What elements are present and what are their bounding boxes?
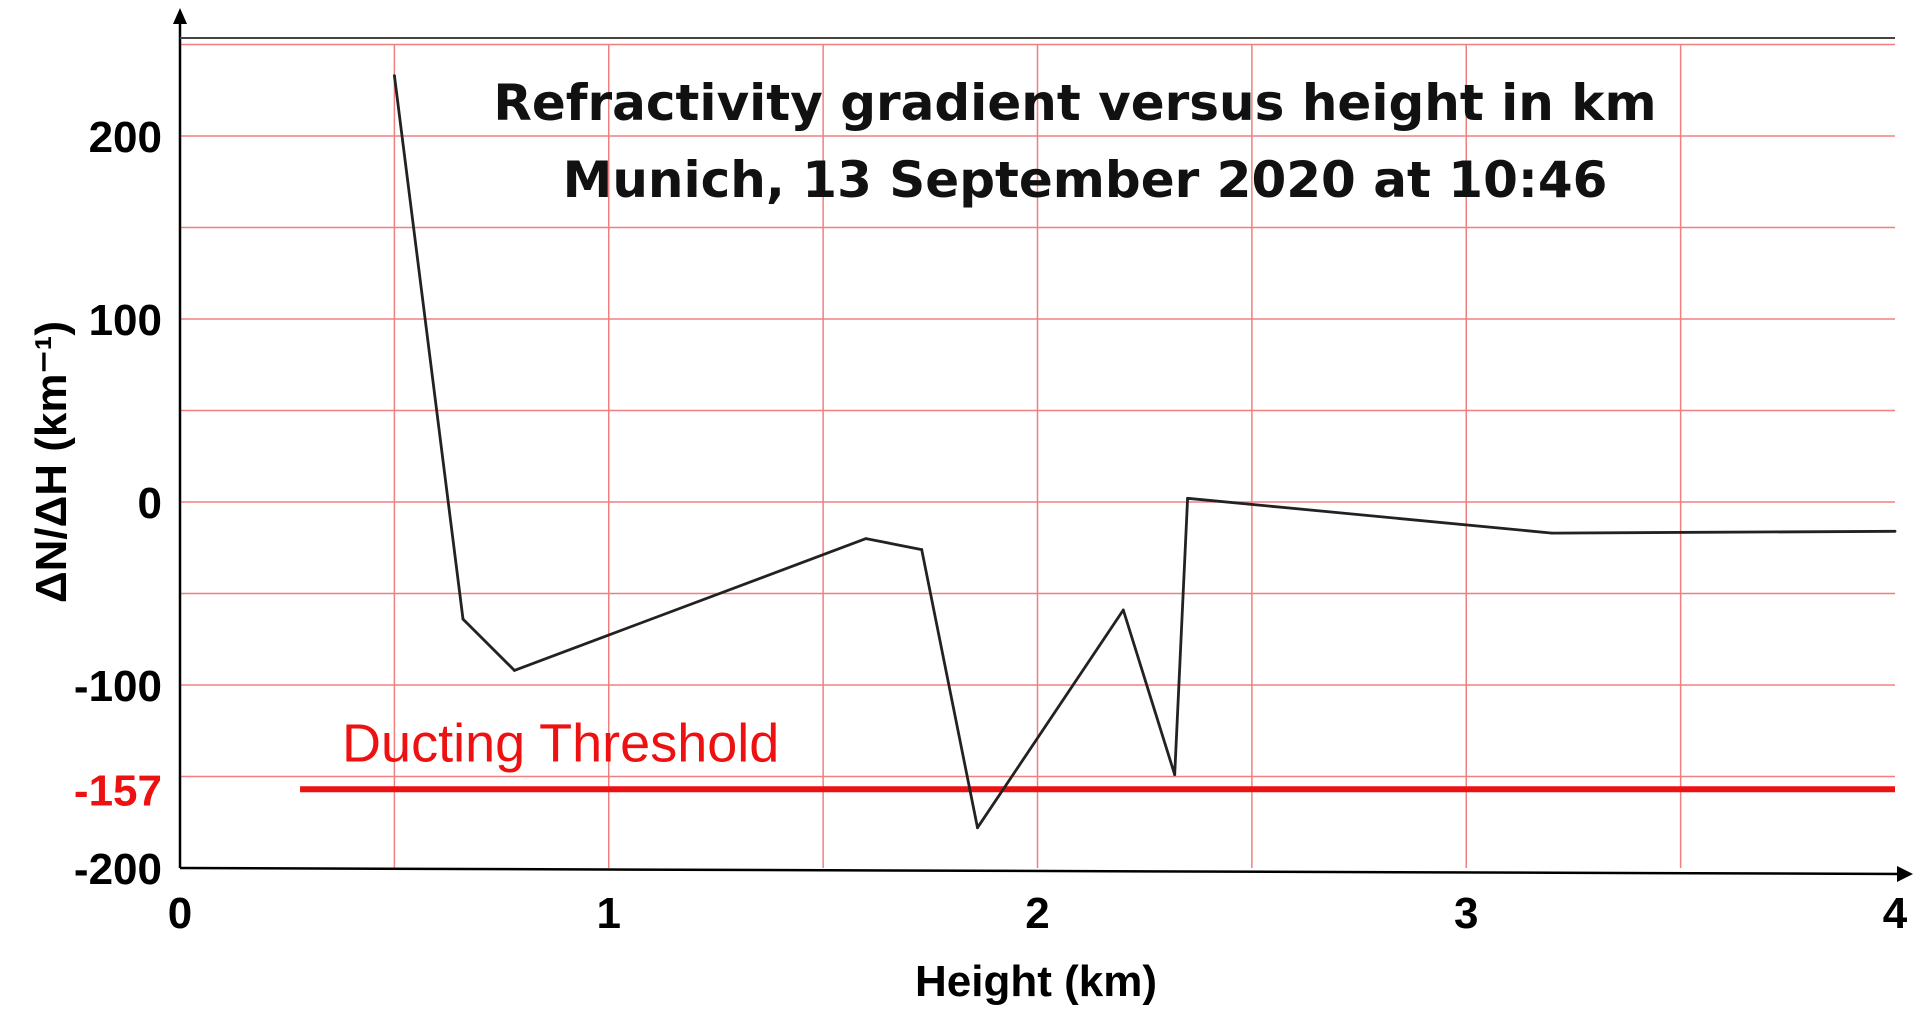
x-tick-label: 3	[1454, 889, 1478, 938]
y-tick-label: 200	[89, 113, 162, 162]
grid	[180, 43, 1895, 868]
data-point	[1121, 608, 1125, 612]
axes	[173, 8, 1913, 882]
data-point	[392, 74, 396, 78]
x-tick-label: 4	[1883, 889, 1908, 938]
x-tick-labels: 0 1 2 3 4	[168, 889, 1908, 938]
x-tick-label: 2	[1025, 889, 1049, 938]
y-tick-label: -200	[74, 845, 162, 894]
ducting-threshold-label: Ducting Threshold	[342, 713, 779, 773]
y-tick-label: -100	[74, 662, 162, 711]
data-point	[513, 668, 516, 672]
y-axis-title: ΔN/ΔH (km⁻¹)	[27, 321, 76, 603]
chart-subtitle: Munich, 13 September 2020 at 10:46	[563, 151, 1608, 209]
x-axis-line	[179, 866, 1906, 876]
data-point	[864, 537, 868, 540]
y-tick-label: -157	[74, 766, 162, 815]
x-tick-label: 0	[168, 889, 192, 938]
x-axis-arrow	[1897, 866, 1913, 882]
x-tick-label: 1	[597, 889, 621, 938]
y-tick-labels: 200 100 0 -100 -157 -200	[74, 113, 162, 894]
data-point	[1550, 531, 1554, 535]
y-tick-label: 100	[89, 296, 162, 345]
data-point	[1893, 529, 1897, 533]
y-axis-arrow	[173, 8, 187, 24]
series-points	[392, 74, 1897, 830]
data-point	[461, 617, 465, 621]
data-point	[1186, 496, 1189, 500]
data-point	[976, 826, 979, 830]
x-axis-title: Height (km)	[915, 957, 1157, 1006]
data-point	[1173, 773, 1177, 777]
y-tick-label: 0	[138, 479, 162, 528]
data-point	[920, 548, 924, 551]
chart-title: Refractivity gradient versus height in k…	[493, 74, 1656, 132]
